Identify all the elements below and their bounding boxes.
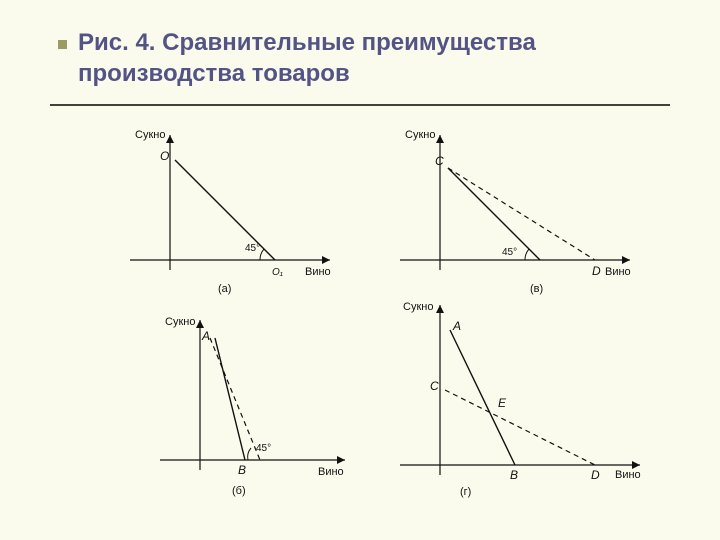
panel-v-caption: (в): [530, 283, 543, 295]
panel-v-y-label: Сукно: [405, 129, 435, 141]
panel-a: Сукно Вино O O₁ 45° (а): [100, 120, 360, 310]
title-line-2: производства товаров: [78, 59, 658, 90]
panel-g-point-A: A: [452, 319, 461, 333]
panel-g-line-CD: [445, 390, 595, 465]
panel-a-point-O: O: [160, 149, 169, 163]
title-line-1: Рис. 4. Сравнительные преимущества: [78, 28, 658, 59]
panels-container: Сукно Вино O O₁ 45° (а): [70, 120, 670, 520]
panel-a-x-label: Вино: [305, 266, 331, 278]
panel-v-line-solid: [448, 168, 540, 260]
panel-a-y-label: Сукно: [135, 129, 165, 141]
panel-v-point-C: C: [435, 154, 444, 168]
panel-a-caption: (а): [218, 283, 231, 295]
panel-b-point-B: B: [238, 463, 246, 477]
panel-v-angle: 45°: [502, 247, 517, 258]
panel-b-x-label: Вино: [318, 466, 344, 478]
panel-g: Сукно Вино A C E B D (г): [370, 295, 670, 510]
panel-g-point-E: E: [498, 396, 507, 410]
panel-b-line-solid: [215, 338, 245, 460]
panel-b-svg: Сукно Вино A B 45° (б): [130, 310, 370, 510]
panel-g-x-label: Вино: [615, 469, 641, 481]
panel-v-line-dashed: [448, 168, 595, 260]
panel-g-point-C: C: [430, 379, 439, 393]
panel-g-point-D: D: [591, 468, 600, 482]
panel-a-angle: 45°: [245, 243, 260, 254]
panel-a-point-O1: O₁: [272, 267, 283, 278]
panel-v-point-D: D: [592, 264, 601, 278]
panel-v: Сукно Вино C D 45° (в): [380, 120, 660, 310]
panel-b-angle-arc: [248, 448, 251, 460]
panel-v-svg: Сукно Вино C D 45° (в): [380, 120, 660, 310]
panel-g-point-B: B: [510, 468, 518, 482]
panel-b-caption: (б): [232, 485, 246, 497]
panel-b-y-label: Сукно: [165, 316, 195, 328]
panel-g-svg: Сукно Вино A C E B D (г): [370, 295, 670, 510]
panel-b-line-dashed: [210, 338, 260, 460]
panel-a-svg: Сукно Вино O O₁ 45° (а): [100, 120, 360, 310]
slide-title: Рис. 4. Сравнительные преимущества произ…: [78, 28, 658, 89]
panel-b-point-A: A: [201, 329, 210, 343]
panel-b-axes: [160, 320, 345, 470]
panel-b: Сукно Вино A B 45° (б): [130, 310, 370, 510]
panel-v-angle-arc: [525, 249, 529, 260]
title-bullet: [58, 40, 67, 49]
panel-a-angle-arc: [260, 249, 264, 260]
panel-v-x-label: Вино: [605, 266, 631, 278]
panel-b-angle: 45°: [256, 443, 271, 454]
title-horizontal-rule: [50, 104, 670, 106]
panel-g-y-label: Сукно: [403, 301, 433, 313]
panel-g-caption: (г): [460, 486, 471, 498]
slide-root: Рис. 4. Сравнительные преимущества произ…: [0, 0, 720, 540]
